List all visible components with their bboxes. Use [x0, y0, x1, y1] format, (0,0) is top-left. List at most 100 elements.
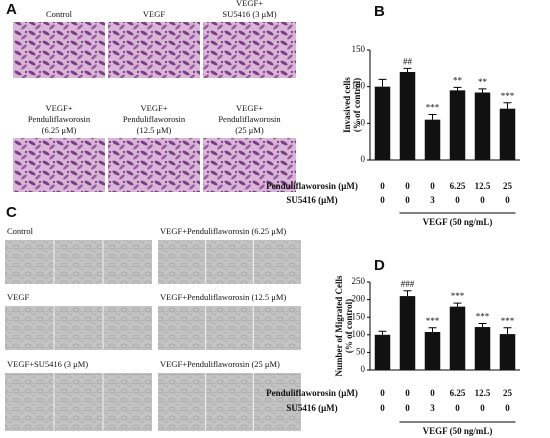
y-axis-title: Number of Migrated Cells — [334, 275, 344, 377]
image-caption: Penduliflaworosin — [218, 114, 281, 124]
image-caption: VEGF+ — [236, 0, 263, 8]
micrograph — [13, 22, 105, 78]
row-label: Penduliflaworosin (μM) — [266, 181, 358, 191]
row-value: 0 — [430, 388, 435, 398]
micrograph — [158, 240, 301, 284]
group-label: VEGF (50 ng/mL) — [423, 217, 493, 227]
row-value: 0 — [380, 403, 385, 413]
error-bar — [428, 114, 437, 120]
error-bar — [428, 327, 437, 332]
significance-label: ## — [403, 56, 413, 66]
micrograph — [203, 138, 296, 192]
row-value: 0 — [380, 388, 385, 398]
micrograph — [158, 373, 301, 431]
row-value: 6.25 — [450, 181, 466, 191]
error-bar — [378, 78, 387, 87]
row-value: 0 — [380, 195, 385, 205]
significance-label: ### — [401, 279, 415, 289]
image-caption: (12.5 μM) — [137, 125, 172, 135]
row-value: 0 — [430, 181, 435, 191]
image-caption: VEGF+ — [236, 103, 263, 113]
micrograph — [203, 22, 296, 78]
panel-label: A — [6, 1, 17, 18]
image-caption: Penduliflaworosin — [123, 114, 186, 124]
image-caption: VEGF — [7, 292, 29, 302]
panel-label: D — [374, 257, 385, 274]
error-bar — [478, 323, 487, 328]
image-caption: (6.25 μM) — [42, 125, 77, 135]
y-axis-title: (% of control) — [344, 299, 354, 353]
image-caption: VEGF+Penduliflaworosin (6.25 μM) — [160, 226, 286, 236]
micrographs — [5, 22, 301, 431]
micrograph — [108, 138, 200, 192]
error-bar — [403, 67, 412, 72]
bar — [474, 327, 491, 370]
row-value: 0 — [405, 388, 410, 398]
row-value: 0 — [380, 181, 385, 191]
image-caption: Penduliflaworosin — [28, 114, 91, 124]
row-value: 25 — [503, 181, 513, 191]
image-caption: (25 μM) — [235, 125, 264, 135]
row-value: 0 — [505, 403, 510, 413]
panel-label: B — [374, 3, 385, 20]
row-value: 0 — [480, 403, 485, 413]
row-value: 25 — [503, 388, 513, 398]
row-label: SU5416 (μM) — [286, 195, 337, 205]
error-bar — [503, 102, 512, 109]
image-caption: Control — [7, 226, 34, 236]
y-tick-label: 100 — [352, 81, 366, 91]
row-value: 0 — [480, 195, 485, 205]
row-label: SU5416 (μM) — [286, 403, 337, 413]
micrograph — [158, 306, 301, 350]
bar — [424, 331, 441, 370]
bar — [399, 296, 416, 370]
micrograph — [108, 22, 200, 78]
error-bar — [403, 290, 412, 297]
image-caption: SU5416 (3 μM) — [222, 9, 276, 19]
row-value: 0 — [505, 195, 510, 205]
y-tick-label: 0 — [361, 154, 366, 164]
significance-label: ** — [453, 75, 463, 85]
image-caption: VEGF — [143, 9, 165, 19]
image-caption: VEGF+ — [46, 103, 73, 113]
row-value: 0 — [405, 403, 410, 413]
error-bar — [453, 302, 462, 307]
row-value: 0 — [405, 195, 410, 205]
bar — [374, 86, 391, 160]
error-bar — [503, 327, 512, 335]
row-label: Penduliflaworosin (μM) — [266, 388, 358, 398]
y-tick-label: 50 — [356, 346, 366, 356]
row-value: 12.5 — [475, 181, 491, 191]
error-bar — [378, 330, 387, 335]
significance-label: *** — [476, 312, 490, 322]
bar — [399, 72, 416, 160]
significance-label: ** — [478, 77, 488, 87]
image-caption: VEGF+SU5416 (3 μM) — [7, 359, 88, 369]
y-tick-label: 200 — [352, 294, 366, 304]
image-caption: Control — [46, 9, 73, 19]
y-tick-label: 50 — [356, 117, 366, 127]
bar — [449, 306, 466, 370]
y-tick-label: 250 — [352, 276, 366, 286]
row-value: 12.5 — [475, 388, 491, 398]
micrograph — [5, 373, 152, 431]
group-label: VEGF (50 ng/mL) — [423, 426, 493, 436]
row-value: 0 — [405, 181, 410, 191]
y-axis-title: Invasived cells — [342, 77, 352, 133]
y-tick-label: 0 — [361, 364, 366, 374]
micrograph — [5, 306, 152, 350]
image-caption: VEGF+ — [141, 103, 168, 113]
row-value: 0 — [455, 195, 460, 205]
bar — [424, 119, 441, 160]
significance-label: *** — [501, 316, 515, 326]
bar — [499, 108, 516, 160]
y-tick-label: 150 — [352, 44, 366, 54]
bar — [474, 92, 491, 160]
row-value: 0 — [455, 403, 460, 413]
significance-label: *** — [426, 316, 440, 326]
significance-label: *** — [501, 91, 515, 101]
y-tick-label: 100 — [352, 329, 366, 339]
bar — [449, 90, 466, 160]
bar — [499, 334, 516, 370]
